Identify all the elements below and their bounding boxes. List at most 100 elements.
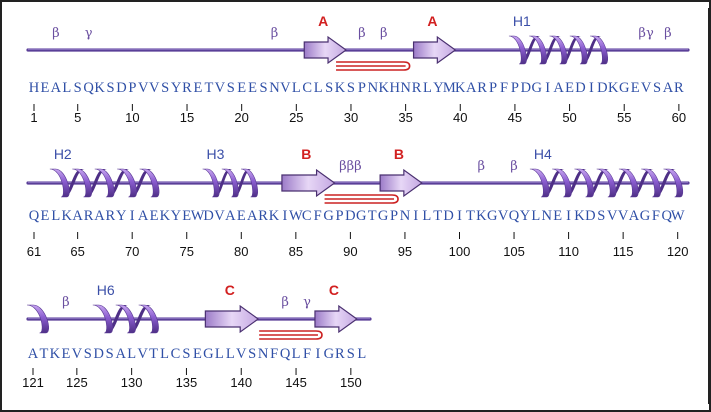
- tick-label: 25: [289, 110, 303, 125]
- sequence-letter: D: [575, 80, 585, 96]
- sequence-letter: S: [182, 346, 190, 362]
- helix-coil-back: [652, 169, 676, 197]
- helix-coil-front: [574, 168, 595, 198]
- sequence-letter: S: [106, 80, 114, 96]
- sequence-letter: R: [258, 208, 268, 224]
- tick-label: 40: [453, 110, 467, 125]
- sequence-letter: V: [280, 80, 291, 96]
- sequence-letter: I: [589, 80, 594, 96]
- sequence-letter: E: [182, 208, 191, 224]
- sequence-letter: Q: [509, 208, 520, 224]
- sequence-letter: P: [390, 208, 398, 224]
- tick-label: 10: [125, 110, 139, 125]
- sequence-letter: R: [106, 208, 116, 224]
- sequence-letter: V: [641, 80, 652, 96]
- strand-label: A: [318, 13, 328, 29]
- sequence-letter: G: [323, 208, 334, 224]
- sequence-letter: R: [335, 346, 345, 362]
- residue-marker: β: [664, 26, 672, 41]
- sequence-letter: K: [335, 80, 346, 96]
- sequence-letter: N: [258, 346, 269, 362]
- sequence-letter: W: [289, 208, 303, 224]
- helix-coil-front: [94, 168, 115, 198]
- tick-label: 70: [125, 244, 139, 259]
- sequence-letter: V: [137, 346, 148, 362]
- strand-arrow: [314, 304, 358, 334]
- sequence-letter: G: [487, 208, 498, 224]
- helix-coil-front: [115, 304, 136, 334]
- residue-marker: γ: [303, 295, 311, 310]
- sequence-letter: A: [466, 80, 477, 96]
- panel-1: A A H1β γ β β β βγ βH E A L S Q K S D P V V S Y R E T V S E E S N V L C L S…: [26, 13, 690, 125]
- sequence-letter: E: [193, 346, 202, 362]
- tick-label: 5: [74, 110, 81, 125]
- sequence-letter: F: [652, 208, 660, 224]
- helix-coil-front: [26, 304, 49, 334]
- sequence-letter: S: [84, 346, 92, 362]
- helix-coil-front: [138, 304, 159, 334]
- sequence-letter: K: [94, 80, 105, 96]
- helix-coil-front: [117, 168, 137, 198]
- helix-label: H3: [207, 146, 225, 162]
- sequence-letter: L: [423, 80, 432, 96]
- sequence-letter: T: [40, 346, 49, 362]
- helix-coil-front: [240, 168, 258, 198]
- strand-label: C: [225, 282, 235, 298]
- strand-arrow: [303, 35, 348, 65]
- sequence-letter: Q: [280, 346, 291, 362]
- sequence-letter: I: [566, 208, 571, 224]
- sequence-letter: I: [457, 208, 462, 224]
- tick-label: 115: [613, 244, 634, 259]
- helix-coil-back: [83, 169, 108, 197]
- helix-coil-front: [618, 168, 639, 198]
- sequence-letter: P: [358, 80, 366, 96]
- sequence-letter: F: [314, 208, 322, 224]
- sequence-letter: Y: [116, 208, 127, 224]
- sequence-letter: A: [553, 80, 564, 96]
- helix-label: H4: [534, 146, 552, 162]
- sequence-letter: D: [94, 346, 104, 362]
- sequence-letter: I: [413, 208, 418, 224]
- sequence-letter: N: [542, 208, 553, 224]
- tick-label: 20: [234, 110, 248, 125]
- sequence-letter: D: [203, 208, 213, 224]
- residue-marker: β: [380, 26, 388, 41]
- strand-arrow: [281, 168, 336, 198]
- sequence-letter: V: [215, 80, 226, 96]
- strand-label: B: [301, 146, 311, 162]
- sequence-letter: A: [115, 346, 126, 362]
- helix-coil-back: [630, 169, 654, 197]
- sequence-letter: I: [130, 208, 135, 224]
- residue-marker: β: [478, 159, 486, 174]
- sequence-letter: G: [640, 208, 651, 224]
- helix-coil-front: [221, 168, 239, 198]
- helix-coil-back: [61, 169, 85, 197]
- sequence-letter: R: [182, 80, 192, 96]
- tick-label: 145: [285, 375, 307, 390]
- strand-label: C: [329, 282, 339, 298]
- sequence-letter: D: [597, 80, 607, 96]
- sequence-letter: Y: [433, 80, 444, 96]
- helix-coil-front: [529, 35, 548, 65]
- sequence-letter: A: [629, 208, 640, 224]
- helix-coil-back: [104, 305, 129, 333]
- sequence-letter: L: [314, 80, 323, 96]
- residue-marker: βγ: [638, 26, 654, 41]
- helix-coil-back: [212, 169, 233, 197]
- sequence-letter: N: [269, 80, 280, 96]
- sequence-letter: S: [248, 346, 256, 362]
- helix-coil-back: [105, 169, 130, 197]
- sequence-letter: V: [149, 80, 160, 96]
- sequence-letter: L: [292, 80, 301, 96]
- hairpin-connector: [259, 330, 323, 340]
- helix-coil-front: [49, 168, 70, 198]
- sequence-letter: L: [531, 208, 540, 224]
- sequence-letter: P: [489, 80, 497, 96]
- tick-label: 45: [508, 110, 522, 125]
- sequence-letter: K: [269, 208, 280, 224]
- sequence-letter: P: [335, 208, 343, 224]
- strand-arrow: [379, 168, 423, 198]
- hairpin-connector: [336, 61, 411, 71]
- sequence-letter: N: [400, 80, 411, 96]
